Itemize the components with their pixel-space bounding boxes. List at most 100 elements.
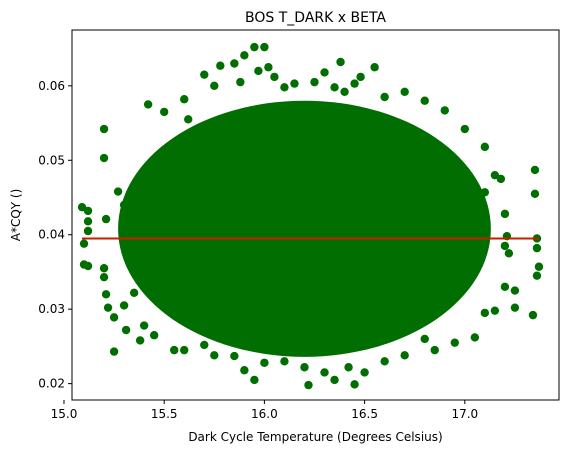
data-point <box>180 95 189 104</box>
data-point <box>370 63 379 72</box>
data-point <box>99 153 109 163</box>
data-point <box>534 262 544 271</box>
data-point <box>210 351 219 360</box>
data-point <box>320 368 329 377</box>
data-point <box>250 42 259 52</box>
data-point <box>109 313 119 322</box>
data-point <box>216 61 225 70</box>
data-point <box>250 375 259 385</box>
data-point <box>528 310 538 320</box>
data-point <box>500 241 510 251</box>
data-point <box>530 165 540 175</box>
data-point <box>496 174 506 184</box>
data-point <box>180 345 189 355</box>
data-point <box>500 209 510 219</box>
data-point <box>450 338 459 347</box>
series-group <box>77 42 544 390</box>
y-axis-label: A*CQY () <box>9 189 23 242</box>
data-point <box>280 357 289 366</box>
data-point <box>149 167 159 176</box>
data-point <box>210 81 219 91</box>
data-point <box>304 380 313 390</box>
data-point <box>320 68 329 77</box>
y-tick-label: 0.06 <box>38 79 65 93</box>
x-tick-label: 15.5 <box>151 407 178 421</box>
data-point <box>200 340 209 350</box>
data-point <box>83 217 93 226</box>
y-axis: 0.02 0.03 0.04 0.05 0.06 <box>38 79 72 391</box>
data-point <box>200 70 209 79</box>
data-point <box>113 187 123 196</box>
data-point <box>400 351 409 360</box>
data-point <box>135 336 145 345</box>
data-point <box>380 357 389 366</box>
data-point <box>380 92 389 102</box>
data-point <box>356 72 365 82</box>
data-point <box>230 351 239 361</box>
data-point <box>336 57 345 67</box>
data-point <box>480 188 490 197</box>
data-point <box>340 87 349 96</box>
data-point <box>184 115 193 124</box>
data-point <box>330 83 339 92</box>
data-point <box>460 124 470 134</box>
y-tick-label: 0.05 <box>38 153 65 167</box>
chart-title: BOS T_DARK x BETA <box>245 10 386 26</box>
x-axis-label: Dark Cycle Temperature (Degrees Celsius) <box>188 430 442 444</box>
data-point <box>129 182 139 191</box>
data-point <box>480 308 490 318</box>
data-point <box>420 96 429 105</box>
data-point <box>119 200 129 210</box>
data-point <box>530 189 540 198</box>
y-tick-label: 0.04 <box>38 228 65 242</box>
data-point <box>83 226 93 236</box>
data-point <box>236 77 245 87</box>
data-point <box>350 380 359 389</box>
data-point <box>490 306 500 315</box>
data-point <box>330 375 339 385</box>
x-tick-label: 17.0 <box>451 407 478 421</box>
data-point <box>480 142 490 152</box>
data-point-cloud <box>118 100 491 357</box>
data-point <box>101 290 111 299</box>
data-point <box>240 366 249 375</box>
data-point <box>360 368 369 377</box>
data-point <box>470 333 480 342</box>
data-point <box>440 106 449 115</box>
data-point <box>490 170 500 180</box>
y-tick-label: 0.02 <box>38 377 65 391</box>
data-point <box>400 87 409 96</box>
data-point <box>260 358 269 367</box>
data-point <box>99 124 109 134</box>
data-point <box>532 271 542 280</box>
data-point <box>430 345 439 355</box>
data-point <box>290 79 299 88</box>
data-point <box>350 79 359 88</box>
data-point <box>159 107 169 117</box>
data-point <box>139 321 149 330</box>
data-point <box>260 42 269 52</box>
data-point <box>270 72 279 82</box>
data-point <box>109 347 119 356</box>
data-point <box>300 363 309 372</box>
data-point <box>99 272 109 282</box>
data-point <box>77 202 87 212</box>
data-point <box>344 363 353 372</box>
x-tick-label: 16.5 <box>351 407 378 421</box>
data-point <box>254 66 263 76</box>
data-point <box>143 100 153 109</box>
data-point <box>310 77 319 87</box>
data-point <box>79 239 89 248</box>
data-point <box>280 83 289 92</box>
data-point <box>220 122 229 131</box>
data-point <box>83 261 93 271</box>
data-point <box>149 331 159 340</box>
data-point <box>170 345 179 355</box>
data-point <box>500 282 510 292</box>
x-tick-label: 16.0 <box>251 407 278 421</box>
data-point <box>532 243 542 253</box>
plot-area <box>77 42 544 390</box>
data-point <box>129 288 139 297</box>
y-tick-label: 0.03 <box>38 302 65 316</box>
